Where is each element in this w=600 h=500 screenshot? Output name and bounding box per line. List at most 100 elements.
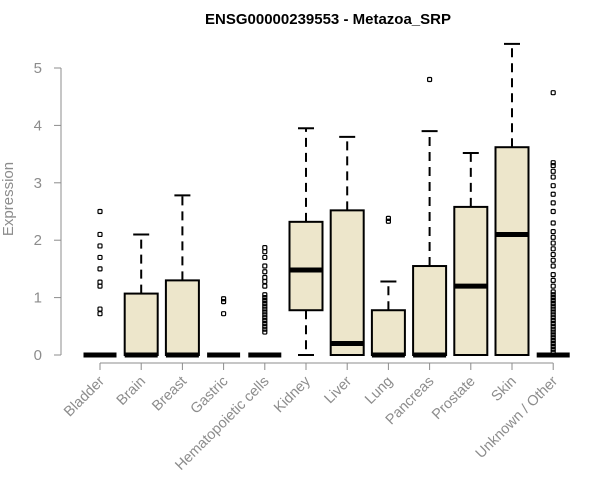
- box-body: [370, 309, 406, 356]
- outlier-point: [262, 300, 268, 306]
- outlier-point: [385, 215, 391, 221]
- outlier-point: [97, 254, 103, 261]
- outlier-point: [221, 296, 227, 302]
- outlier-point: [262, 303, 268, 309]
- box-liver: [329, 135, 365, 356]
- outlier-point: [262, 249, 268, 255]
- outlier-point: [550, 183, 556, 189]
- outlier-point: [262, 329, 268, 335]
- outlier-point: [550, 320, 556, 327]
- outlier-point: [550, 340, 556, 347]
- outlier-point: [262, 312, 268, 318]
- outlier-point: [550, 246, 556, 252]
- outlier-point: [262, 297, 268, 304]
- y-tick-label: 1: [34, 290, 42, 307]
- outlier-point: [550, 160, 556, 166]
- outlier-point: [550, 228, 556, 235]
- box-body: [288, 220, 324, 312]
- outlier-point: [550, 315, 556, 321]
- outlier-point: [97, 283, 103, 289]
- outlier-point: [262, 323, 268, 329]
- y-axis-ticks: 0 1 2 3 4 5: [34, 60, 61, 364]
- outlier-point: [262, 295, 268, 301]
- outlier-point: [97, 243, 103, 249]
- outlier-point: [550, 349, 556, 355]
- outlier-point: [550, 306, 556, 312]
- outlier-point: [550, 326, 556, 332]
- outlier-point: [550, 338, 556, 344]
- outlier-point: [550, 240, 556, 246]
- box-pancreas: [412, 76, 448, 358]
- outlier-point: [262, 269, 268, 275]
- outlier-point: [550, 300, 556, 306]
- x-tick-label: Breast: [149, 374, 190, 415]
- outlier-point: [550, 90, 556, 96]
- outlier-point: [550, 257, 556, 263]
- outlier-point: [550, 303, 556, 309]
- outlier-point: [550, 343, 556, 349]
- outlier-point: [550, 174, 556, 180]
- outlier-point: [550, 297, 556, 304]
- outlier-point: [221, 299, 227, 305]
- outlier-point: [550, 329, 556, 335]
- outlier-point: [262, 263, 268, 269]
- x-tick-label: Lung: [362, 374, 396, 408]
- outlier-point: [550, 283, 556, 289]
- box-body: [494, 146, 530, 356]
- y-axis-label: Expression: [0, 162, 17, 236]
- outlier-point: [550, 277, 556, 283]
- box-breast: [164, 194, 200, 358]
- y-tick-label: 2: [34, 232, 42, 249]
- box-prostate: [453, 151, 489, 356]
- outlier-point: [550, 208, 556, 215]
- outlier-point: [550, 292, 556, 298]
- outlier-point: [550, 346, 556, 352]
- outlier-point: [550, 323, 556, 329]
- box-hematopoietic-cells: [248, 245, 282, 358]
- x-tick-label: Prostate: [429, 374, 478, 423]
- outlier-point: [550, 335, 556, 341]
- box-skin: [494, 42, 530, 356]
- box-bladder: [83, 208, 117, 358]
- outlier-point: [262, 315, 268, 321]
- outlier-point: [262, 320, 268, 327]
- box-body: [164, 279, 200, 357]
- outlier-point: [550, 251, 556, 258]
- outlier-point: [97, 231, 103, 238]
- x-tick-label: Liver: [321, 373, 355, 407]
- outlier-point: [550, 220, 556, 226]
- outlier-point: [550, 200, 556, 206]
- box-gastric: [207, 296, 241, 358]
- outlier-point: [550, 263, 556, 269]
- outlier-point: [262, 306, 268, 312]
- outlier-point: [97, 311, 103, 317]
- outlier-point: [550, 272, 556, 278]
- outlier-point: [550, 309, 556, 315]
- outlier-point: [97, 279, 103, 285]
- outlier-point: [262, 292, 268, 298]
- outlier-point: [550, 162, 556, 169]
- box-body: [123, 292, 159, 356]
- box-body: [412, 265, 448, 356]
- box-body: [329, 209, 365, 356]
- outlier-point: [262, 283, 268, 289]
- y-tick-label: 5: [34, 60, 42, 77]
- outlier-point: [97, 306, 103, 312]
- outlier-point: [262, 274, 268, 281]
- outlier-point: [385, 218, 391, 224]
- outlier-point: [97, 266, 103, 272]
- y-tick-label: 0: [34, 347, 42, 364]
- outlier-point: [550, 317, 556, 324]
- outlier-point: [262, 309, 268, 315]
- box-unknown-other: [536, 90, 570, 358]
- x-tick-label: Kidney: [271, 373, 314, 416]
- box-lung: [370, 215, 406, 358]
- outlier-point: [262, 245, 268, 251]
- outlier-point: [550, 289, 556, 295]
- x-tick-label: Bladder: [61, 373, 108, 420]
- y-tick-label: 4: [34, 117, 42, 134]
- outlier-point: [427, 76, 433, 83]
- outlier-point: [262, 326, 268, 332]
